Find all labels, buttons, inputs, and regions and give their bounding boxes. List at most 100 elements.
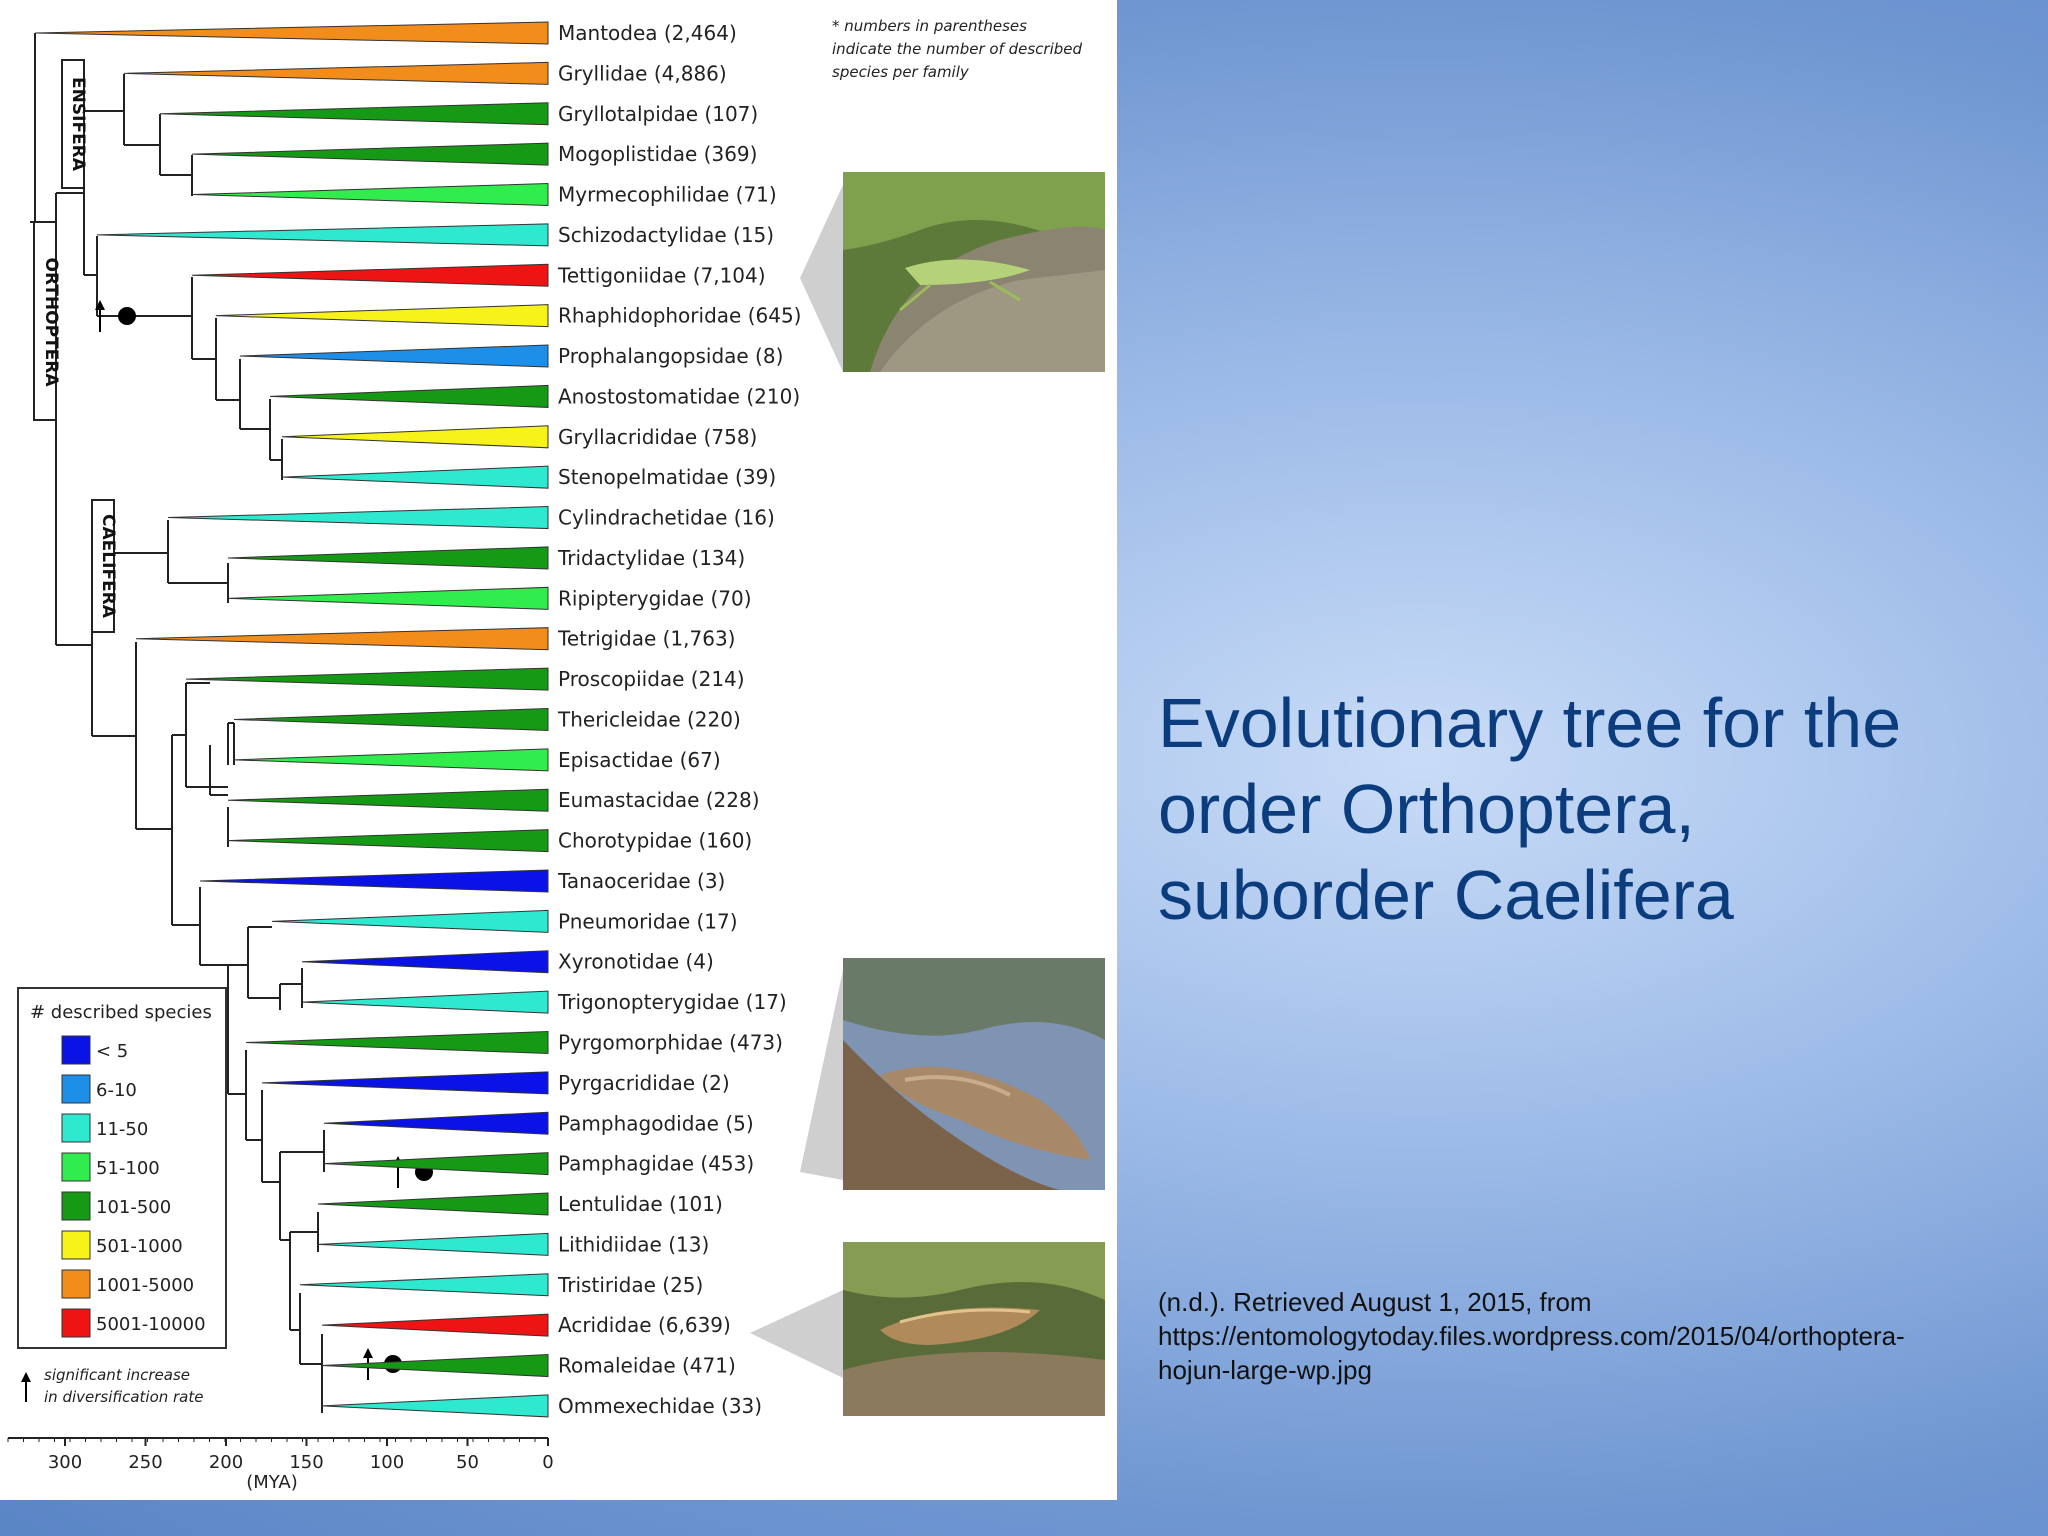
family-wedge-pneumoridae: [271, 909, 549, 933]
axis-unit-label: (MYA): [246, 1472, 298, 1493]
family-label-acrididae: Acrididae (6,639): [558, 1313, 731, 1337]
citation: (n.d.). Retrieved August 1, 2015, from h…: [1158, 1285, 2038, 1387]
family-label-tanaoceridae: Tanaoceridae (3): [557, 869, 725, 893]
family-label-pamphagodidae: Pamphagodidae (5): [558, 1111, 754, 1135]
photo-pamphagid: [843, 958, 1105, 1190]
family-label-mogoplistidae: Mogoplistidae (369): [558, 142, 757, 166]
family-wedge-stenopelmatidae: [281, 465, 549, 489]
orthoptera-label: ORTHOPTERA: [41, 258, 61, 388]
slide-title: Evolutionary tree for the order Orthopte…: [1158, 680, 1998, 938]
family-wedge-trigonopterygidae: [301, 990, 549, 1014]
legend-swatch: [61, 1113, 91, 1143]
legend: # described species < 5 6-10 11-50 51-100 10…: [17, 987, 227, 1349]
family-label-ripipterygidae: Ripipterygidae (70): [558, 586, 752, 610]
family-wedge-acrididae: [321, 1313, 549, 1337]
caelifera-label: CAELIFERA: [98, 514, 118, 619]
axis-tick-label: 0: [542, 1452, 553, 1473]
family-label-xyronotidae: Xyronotidae (4): [558, 950, 714, 974]
family-wedge-xyronotidae: [301, 950, 549, 974]
family-wedge-myrmecophilidae: [191, 183, 549, 207]
family-label-pamphagidae: Pamphagidae (453): [558, 1152, 754, 1176]
family-wedge-gryllidae: [123, 61, 549, 85]
citation-line: (n.d.). Retrieved August 1, 2015, from: [1158, 1287, 1592, 1317]
family-label-rhaphidophoridae: Rhaphidophoridae (645): [558, 304, 801, 328]
family-label-episactidae: Episactidae (67): [558, 748, 721, 772]
family-wedge-gryllacrididae: [281, 425, 549, 449]
family-wedge-prophalangopsidae: [239, 344, 549, 368]
family-wedge-mogoplistidae: [191, 142, 549, 166]
family-wedge-tridactylidae: [227, 546, 549, 570]
family-label-gryllidae: Gryllidae (4,886): [558, 61, 727, 85]
family-wedge-lithidiidae: [317, 1232, 549, 1256]
legend-label: 5001-10000: [96, 1314, 206, 1335]
diversification-node-tettigoniidae: [118, 307, 136, 325]
legend-swatch: [61, 1308, 91, 1338]
legend-swatch: [61, 1191, 91, 1221]
family-label-mantodea: Mantodea (2,464): [558, 21, 737, 45]
family-label-prophalangopsidae: Prophalangopsidae (8): [558, 344, 783, 368]
family-label-trigonopterygidae: Trigonopterygidae (17): [557, 990, 787, 1014]
ensifera-label: ENSIFERA: [68, 77, 88, 172]
family-label-tridactylidae: Tridactylidae (134): [557, 546, 745, 570]
axis-tick-label: 50: [456, 1452, 479, 1473]
family-wedge-episactidae: [233, 748, 549, 772]
family-wedge-ripipterygidae: [227, 586, 549, 610]
phylogenetic-tree: ORTHOPTERA ENSIFERA CAELIFERA: [7, 17, 1105, 1493]
family-label-gryllacrididae: Gryllacrididae (758): [558, 425, 757, 449]
svg-text:significant increase i: significant increase in diversification …: [44, 1366, 204, 1406]
family-label-eumastacidae: Eumastacidae (228): [558, 788, 760, 812]
family-label-lentulidae: Lentulidae (101): [558, 1192, 723, 1216]
family-wedge-proscopiidae: [185, 667, 549, 691]
family-label-tetrigidae: Tetrigidae (1,763): [557, 627, 735, 651]
legend-label: 1001-5000: [96, 1275, 194, 1296]
family-label-gryllotalpidae: Gryllotalpidae (107): [558, 102, 758, 126]
family-label-proscopiidae: Proscopiidae (214): [558, 667, 745, 691]
family-label-chorotypidae: Chorotypidae (160): [558, 829, 752, 853]
family-wedge-ommexechidae: [321, 1394, 549, 1418]
legend-label: 6-10: [96, 1080, 137, 1101]
legend-arrow-note: significant increase in diversification …: [21, 1366, 204, 1406]
family-wedge-romaleidae: [321, 1354, 549, 1378]
axis-tick-label: 150: [289, 1452, 323, 1473]
figure-panel: ORTHOPTERA ENSIFERA CAELIFERA: [7, 17, 1105, 1493]
family-label-pneumoridae: Pneumoridae (17): [558, 909, 738, 933]
citation-line: hojun-large-wp.jpg: [1158, 1355, 1372, 1385]
family-label-lithidiidae: Lithidiidae (13): [558, 1232, 709, 1256]
family-wedge-schizodactylidae: [96, 223, 549, 247]
family-wedge-pamphagodidae: [323, 1111, 549, 1135]
arrow-up-icon: [95, 300, 105, 332]
family-wedges: [34, 21, 549, 1418]
family-wedge-mantodea: [34, 21, 549, 45]
family-label-anostostomatidae: Anostostomatidae (210): [558, 384, 800, 408]
legend-swatch: [61, 1152, 91, 1182]
family-wedge-pamphagidae: [323, 1152, 549, 1176]
arrow-up-icon: [21, 1372, 31, 1402]
slide-title-line: suborder Caelifera: [1158, 856, 1734, 934]
legend-label: 101-500: [96, 1197, 171, 1218]
family-label-schizodactylidae: Schizodactylidae (15): [558, 223, 774, 247]
slide-title-line: Evolutionary tree for the: [1158, 684, 1902, 762]
axis-ticks: 300 250 200 150 100 50 0: [7, 1438, 554, 1473]
family-label-tristiridae: Tristiridae (25): [557, 1273, 703, 1297]
family-wedge-rhaphidophoridae: [215, 304, 549, 328]
family-label-myrmecophilidae: Myrmecophilidae (71): [558, 183, 777, 207]
axis-tick-label: 100: [370, 1452, 404, 1473]
orthoptera-bracket: ORTHOPTERA: [33, 221, 61, 421]
photo-katydid: [843, 172, 1105, 372]
family-wedge-tetrigidae: [135, 627, 549, 651]
time-axis: 300 250 200 150 100 50 0 (MYA): [7, 1437, 554, 1493]
family-labels: Mantodea (2,464) Gryllidae (4,886) Gryllot…: [557, 21, 801, 1418]
photo-callouts: [750, 185, 843, 1378]
legend-label: < 5: [96, 1041, 128, 1062]
family-label-stenopelmatidae: Stenopelmatidae (39): [558, 465, 776, 489]
family-wedge-chorotypidae: [227, 829, 549, 853]
family-label-cylindrachetidae: Cylindrachetidae (16): [558, 506, 775, 530]
legend-swatch: [61, 1035, 91, 1065]
legend-swatch: [61, 1269, 91, 1299]
axis-tick-label: 250: [128, 1452, 162, 1473]
legend-label: 51-100: [96, 1158, 160, 1179]
family-wedge-pyrgomorphidae: [245, 1030, 549, 1055]
family-wedge-lentulidae: [317, 1192, 549, 1216]
family-wedge-tristiridae: [299, 1273, 549, 1297]
family-label-pyrgomorphidae: Pyrgomorphidae (473): [558, 1031, 783, 1055]
